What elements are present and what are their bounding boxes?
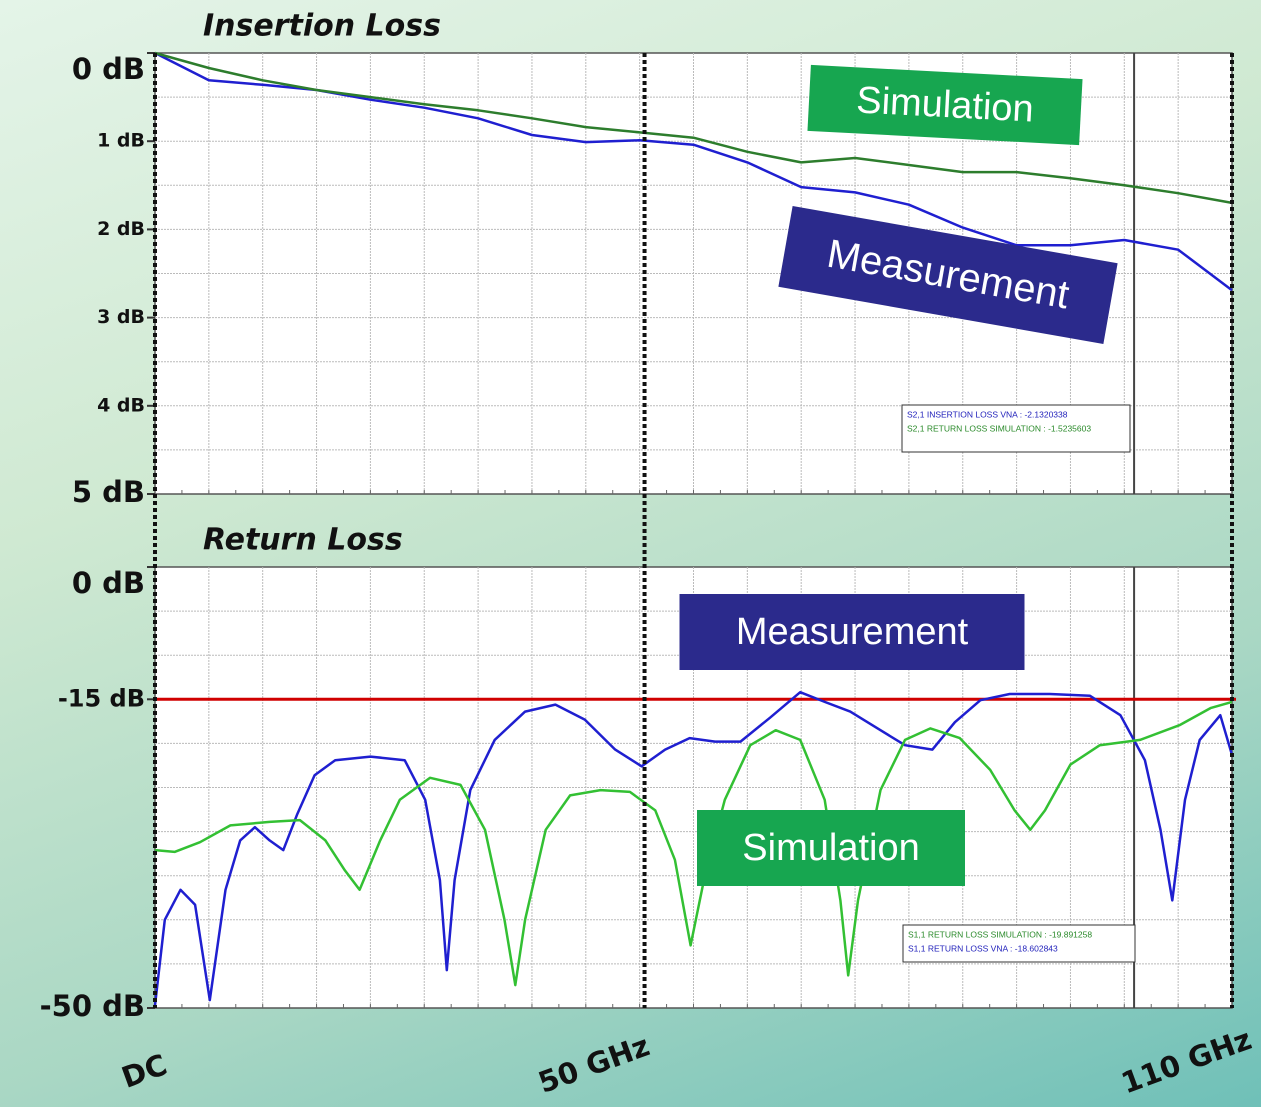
panel-title: Insertion Loss	[203, 9, 441, 44]
series-label-text: Measurement	[736, 611, 969, 653]
readout-text: S2,1 RETURN LOSS SIMULATION : -1.5235603	[907, 423, 1091, 433]
y-tick-label: 0 dB	[72, 52, 145, 86]
x-tick-label: 50 GHz	[534, 1028, 654, 1099]
x-tick-label: 110 GHz	[1117, 1022, 1256, 1100]
series-label-text: Simulation	[742, 827, 919, 869]
y-tick-label: -15 dB	[58, 684, 145, 712]
panel-title: Return Loss	[203, 523, 403, 558]
readout-text: S1,1 RETURN LOSS VNA : -18.602843	[908, 943, 1058, 953]
readout-text: S2,1 INSERTION LOSS VNA : -2.1320338	[907, 409, 1068, 419]
x-tick-label: DC	[117, 1047, 171, 1094]
readout-text: S1,1 RETURN LOSS SIMULATION : -19.891258	[908, 929, 1092, 939]
series-label: Measurement	[680, 594, 1025, 670]
y-tick-label: 3 dB	[97, 306, 145, 328]
y-tick-label: 2 dB	[97, 218, 145, 240]
y-tick-label: 1 dB	[97, 130, 145, 152]
chart: 0 dB 1 dB 2 dB 3 dB 4 dB 5 dB Measurement Simul…	[0, 0, 1261, 1107]
y-tick-label: -50 dB	[40, 989, 145, 1023]
series-label: Simulation	[697, 810, 965, 886]
y-tick-label: 5 dB	[72, 475, 145, 509]
y-tick-label: 4 dB	[97, 394, 145, 416]
y-tick-label: 0 dB	[72, 566, 145, 600]
